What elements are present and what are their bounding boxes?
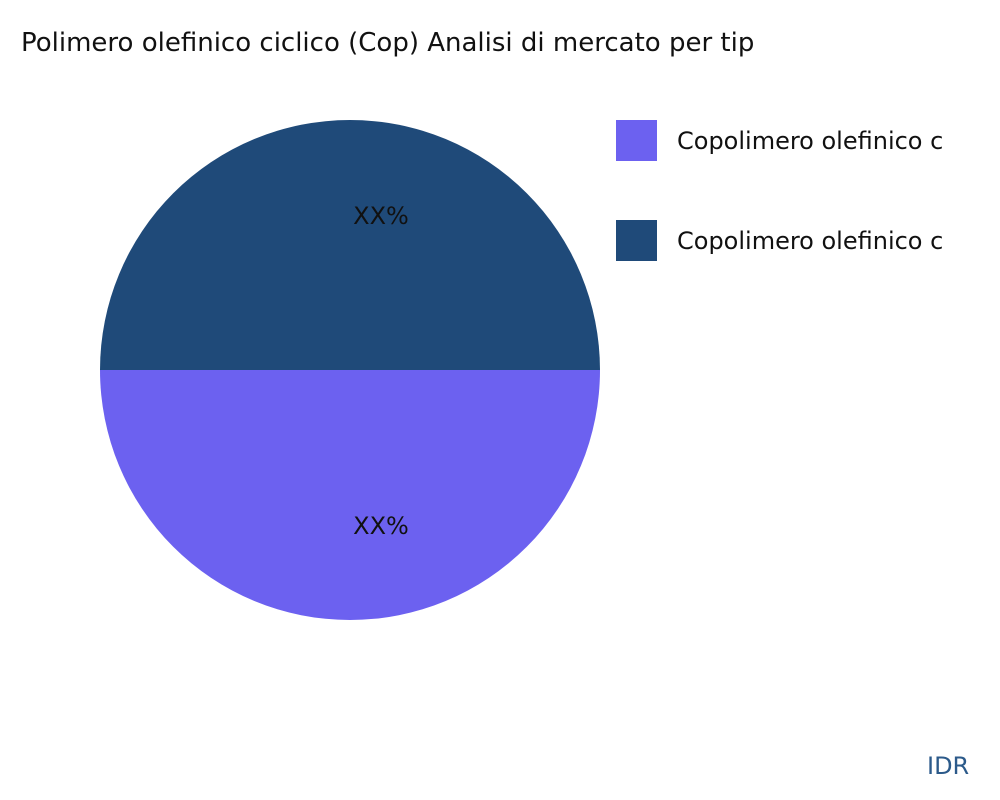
brand-logo-text: IDR bbox=[927, 752, 970, 780]
slice-data-label: XX% bbox=[353, 202, 409, 230]
slice-data-label: XX% bbox=[353, 512, 409, 540]
legend-swatch bbox=[616, 120, 657, 161]
pie-slice[interactable] bbox=[100, 120, 600, 370]
legend-item[interactable]: Copolimero olefinico c bbox=[616, 220, 943, 261]
chart-title: Polimero olefinico ciclico (Cop) Analisi… bbox=[21, 28, 755, 58]
pie-slice[interactable] bbox=[100, 370, 600, 620]
legend-label: Copolimero olefinico c bbox=[677, 226, 944, 255]
legend-item[interactable]: Copolimero olefinico c bbox=[616, 120, 943, 161]
legend-label: Copolimero olefinico c bbox=[677, 126, 944, 155]
legend-swatch bbox=[616, 220, 657, 261]
